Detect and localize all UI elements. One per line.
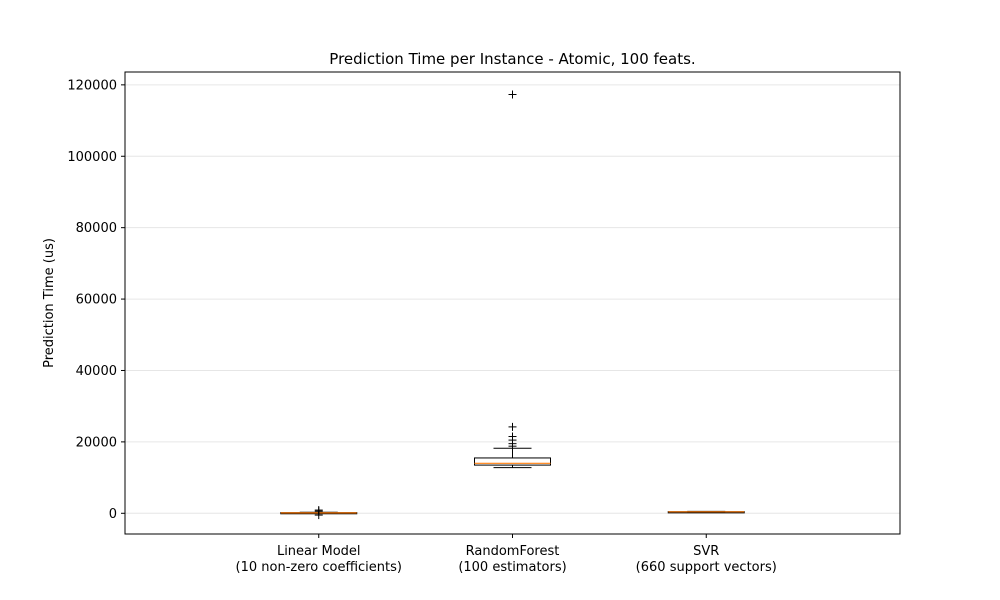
x-tick-sublabel: (660 support vectors) xyxy=(636,560,777,575)
y-tick-label: 60000 xyxy=(76,293,117,308)
outlier-point xyxy=(508,422,517,431)
x-tick-sublabel: (10 non-zero coefficients) xyxy=(236,560,402,575)
grid-lines xyxy=(125,84,900,514)
y-tick-label: 40000 xyxy=(76,364,117,379)
box-group xyxy=(280,506,358,520)
outlier-point xyxy=(508,432,517,441)
y-tick-label: 120000 xyxy=(67,78,117,93)
y-tick-label: 100000 xyxy=(67,150,117,165)
x-tick-label: Linear Model xyxy=(277,544,361,559)
box-group xyxy=(667,510,745,514)
y-tick-label: 0 xyxy=(109,507,117,522)
y-axis-ticks: 0 20000 40000 60000 80000 100000 120000 xyxy=(67,78,125,522)
y-tick-label: 80000 xyxy=(76,221,117,236)
outlier-point xyxy=(508,90,517,99)
x-tick-label: RandomForest xyxy=(466,544,560,559)
y-axis-label: Prediction Time (us) xyxy=(42,238,57,368)
box xyxy=(474,457,551,466)
outlier-point xyxy=(314,511,323,520)
plot-area xyxy=(280,90,745,520)
x-axis-ticks: Linear Model(10 non-zero coefficients) Ra… xyxy=(236,534,777,575)
x-tick-label: SVR xyxy=(693,544,719,559)
chart-title: Prediction Time per Instance - Atomic, 1… xyxy=(329,50,695,68)
x-tick-sublabel: (100 estimators) xyxy=(458,560,566,575)
y-tick-label: 20000 xyxy=(76,435,117,450)
box-group xyxy=(474,90,551,469)
